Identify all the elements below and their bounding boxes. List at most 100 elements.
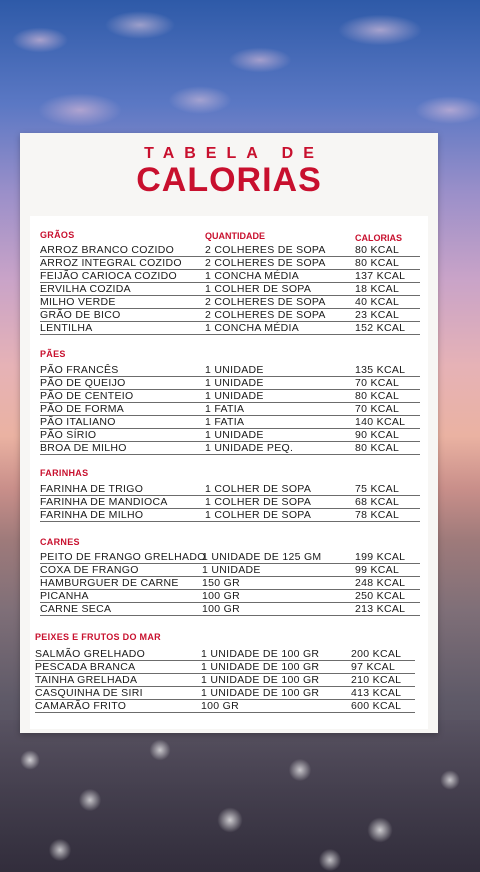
food-calories: 80 KCAL (355, 244, 400, 256)
calorie-table-card: TABELA DE CALORIAS GRÃOS QUANTIDADE CALO… (20, 133, 438, 733)
table-row: ARROZ INTEGRAL COZIDO 2 COLHERES DE SOPA 8… (40, 257, 420, 270)
food-quantity: 1 COLHER DE SOPA (205, 283, 312, 295)
title-main: CALORIAS (136, 161, 322, 199)
food-name: PESCADA BRANCA (35, 661, 136, 673)
food-quantity: 1 UNIDADE (205, 377, 264, 389)
flower-field-background (0, 720, 480, 872)
food-quantity: 1 CONCHA MÉDIA (205, 322, 300, 334)
food-name: TAINHA GRELHADA (35, 674, 138, 686)
food-name: BROA DE MILHO (40, 442, 127, 454)
food-quantity: 1 COLHER DE SOPA (205, 509, 312, 521)
food-name: MILHO VERDE (40, 296, 116, 308)
table-row: PESCADA BRANCA 1 UNIDADE DE 100 GR 97 KCAL (35, 661, 415, 674)
food-quantity: 2 COLHERES DE SOPA (205, 309, 326, 321)
food-calories: 213 KCAL (355, 603, 406, 615)
food-calories: 78 KCAL (355, 509, 400, 521)
table-row: MILHO VERDE 2 COLHERES DE SOPA 40 KCAL (40, 296, 420, 309)
food-calories: 97 KCAL (351, 661, 396, 673)
table-row: BROA DE MILHO 1 UNIDADE PEQ. 80 KCAL (40, 442, 420, 455)
food-quantity: 150 GR (202, 577, 240, 589)
table-row: PÃO DE CENTEIO 1 UNIDADE 80 KCAL (40, 390, 420, 403)
food-quantity: 1 UNIDADE (205, 429, 264, 441)
table-row: COXA DE FRANGO 1 UNIDADE 99 KCAL (40, 564, 420, 577)
section-title-paes: PÃES (40, 349, 66, 359)
food-calories: 137 KCAL (355, 270, 406, 282)
food-calories: 210 KCAL (351, 674, 402, 686)
food-quantity: 1 COLHER DE SOPA (205, 483, 312, 495)
table-row: PÃO DE QUEIJO 1 UNIDADE 70 KCAL (40, 377, 420, 390)
food-quantity: 1 UNIDADE DE 100 GR (201, 687, 320, 699)
food-calories: 80 KCAL (355, 257, 400, 269)
food-quantity: 1 CONCHA MÉDIA (205, 270, 300, 282)
food-name: PÃO FRANCÊS (40, 364, 119, 376)
food-quantity: 1 UNIDADE DE 100 GR (201, 674, 320, 686)
food-quantity: 100 GR (202, 590, 240, 602)
food-quantity: 1 UNIDADE DE 100 GR (201, 661, 320, 673)
food-quantity: 1 UNIDADE DE 100 GR (201, 648, 320, 660)
food-quantity: 1 COLHER DE SOPA (205, 496, 312, 508)
calorie-table: GRÃOS QUANTIDADE CALORIAS ARROZ BRANCO C… (30, 216, 428, 729)
food-name: ARROZ BRANCO COZIDO (40, 244, 175, 256)
table-row: PÃO DE FORMA 1 FATIA 70 KCAL (40, 403, 420, 416)
food-quantity: 2 COLHERES DE SOPA (205, 296, 326, 308)
food-name: ARROZ INTEGRAL COZIDO (40, 257, 182, 269)
food-name: FARINHA DE MILHO (40, 509, 144, 521)
food-quantity: 2 COLHERES DE SOPA (205, 257, 326, 269)
table-row: FEIJÃO CARIOCA COZIDO 1 CONCHA MÉDIA 137 K… (40, 270, 420, 283)
food-calories: 99 KCAL (355, 564, 400, 576)
food-name: GRÃO DE BICO (40, 309, 121, 321)
food-name: ERVILHA COZIDA (40, 283, 131, 295)
table-row: PÃO ITALIANO 1 FATIA 140 KCAL (40, 416, 420, 429)
food-name: SALMÃO GRELHADO (35, 648, 146, 660)
food-calories: 80 KCAL (355, 390, 400, 402)
table-row: FARINHA DE MILHO 1 COLHER DE SOPA 78 KCAL (40, 509, 420, 522)
column-header-quantity: QUANTIDADE (205, 231, 265, 241)
food-calories: 18 KCAL (355, 283, 400, 295)
food-calories: 68 KCAL (355, 496, 400, 508)
food-calories: 413 KCAL (351, 687, 402, 699)
food-quantity: 1 FATIA (205, 403, 245, 415)
food-calories: 90 KCAL (355, 429, 400, 441)
table-row: PÃO SÍRIO 1 UNIDADE 90 KCAL (40, 429, 420, 442)
food-quantity: 1 FATIA (205, 416, 245, 428)
food-quantity: 1 UNIDADE (205, 364, 264, 376)
food-calories: 40 KCAL (355, 296, 400, 308)
food-name: PÃO DE CENTEIO (40, 390, 134, 402)
table-row: CAMARÃO FRITO 100 GR 600 KCAL (35, 700, 415, 713)
table-row: TAINHA GRELHADA 1 UNIDADE DE 100 GR 210 KC… (35, 674, 415, 687)
food-name: FARINHA DE MANDIOCA (40, 496, 168, 508)
table-row: PEITO DE FRANGO GRELHADO 1 UNIDADE DE 125… (40, 551, 420, 564)
table-row: PICANHA 100 GR 250 KCAL (40, 590, 420, 603)
food-quantity: 2 COLHERES DE SOPA (205, 244, 326, 256)
food-name: PÃO DE FORMA (40, 403, 125, 415)
table-row: CARNE SECA 100 GR 213 KCAL (40, 603, 420, 616)
food-name: CASQUINHA DE SIRI (35, 687, 143, 699)
column-header-calories: CALORIAS (355, 233, 402, 243)
table-row: ARROZ BRANCO COZIDO 2 COLHERES DE SOPA 80 … (40, 244, 420, 257)
food-name: PÃO DE QUEIJO (40, 377, 126, 389)
food-calories: 200 KCAL (351, 648, 402, 660)
food-calories: 70 KCAL (355, 403, 400, 415)
food-name: FARINHA DE TRIGO (40, 483, 144, 495)
food-name: PÃO ITALIANO (40, 416, 116, 428)
food-quantity: 100 GR (202, 603, 240, 615)
food-name: COXA DE FRANGO (40, 564, 139, 576)
food-calories: 70 KCAL (355, 377, 400, 389)
table-row: PÃO FRANCÊS 1 UNIDADE 135 KCAL (40, 364, 420, 377)
food-calories: 600 KCAL (351, 700, 402, 712)
food-name: PEITO DE FRANGO GRELHADO (40, 551, 206, 563)
food-calories: 80 KCAL (355, 442, 400, 454)
food-name: LENTILHA (40, 322, 93, 334)
food-calories: 152 KCAL (355, 322, 406, 334)
food-name: PÃO SÍRIO (40, 429, 97, 441)
food-name: CARNE SECA (40, 603, 112, 615)
section-title-farinhas: FARINHAS (40, 468, 89, 478)
table-row: GRÃO DE BICO 2 COLHERES DE SOPA 23 KCAL (40, 309, 420, 322)
food-calories: 250 KCAL (355, 590, 406, 602)
table-row: FARINHA DE TRIGO 1 COLHER DE SOPA 75 KCAL (40, 483, 420, 496)
food-quantity: 1 UNIDADE DE 125 GM (202, 551, 322, 563)
food-name: CAMARÃO FRITO (35, 700, 127, 712)
table-row: FARINHA DE MANDIOCA 1 COLHER DE SOPA 68 KC… (40, 496, 420, 509)
table-row: HAMBURGUER DE CARNE 150 GR 248 KCAL (40, 577, 420, 590)
food-calories: 140 KCAL (355, 416, 406, 428)
